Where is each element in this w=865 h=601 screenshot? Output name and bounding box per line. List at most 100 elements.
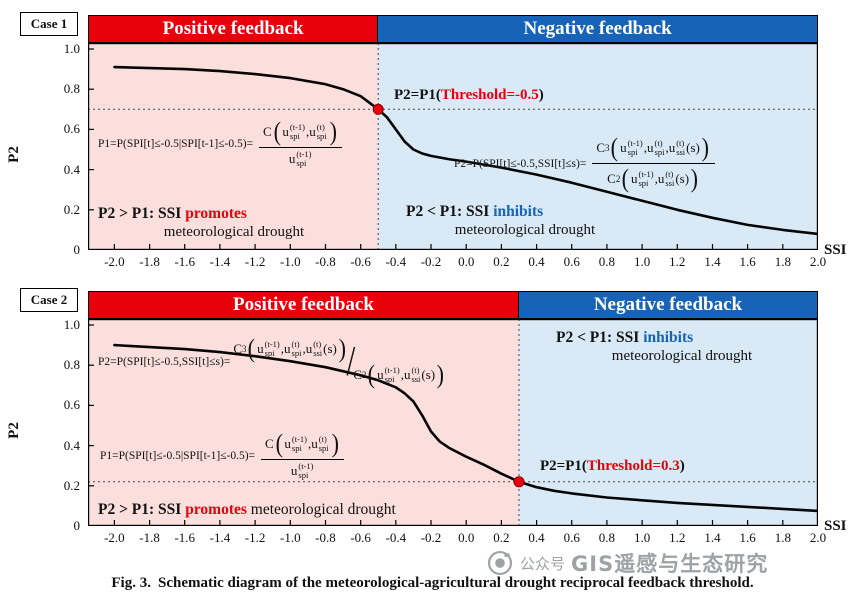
- positive-region-background: [88, 319, 519, 526]
- case-label: Case 1: [30, 16, 68, 31]
- promotes-word: promotes: [185, 205, 247, 222]
- x-tick-label: -1.2: [244, 530, 266, 545]
- x-tick-label: 1.6: [739, 530, 756, 545]
- x-tick-label: 0.2: [493, 530, 510, 545]
- negative-region-background: [378, 43, 818, 250]
- y-tick-labels: 1.0 0.8 0.6 0.4 0.2 0: [38, 12, 84, 274]
- x-tick-label: 1.2: [669, 530, 686, 545]
- positive-feedback-label: Positive feedback: [233, 294, 374, 315]
- x-tick-label: 0.6: [563, 254, 580, 269]
- negative-feedback-label: Negative feedback: [523, 18, 672, 39]
- threshold-value: Threshold=-0.5: [440, 87, 539, 103]
- x-tick-label: 0.0: [458, 254, 475, 269]
- promotes-annotation: P2 > P1: SSI promotes meteorological dro…: [98, 205, 370, 241]
- x-tick-label: 1.4: [704, 254, 721, 269]
- promotes-rest-text: meteorological drought: [246, 501, 396, 518]
- positive-region-background: [88, 43, 379, 250]
- x-tick-label: 1.4: [704, 530, 721, 545]
- y-tick-labels: 1.0 0.8 0.6 0.4 0.2 0: [38, 288, 84, 550]
- watermark-prefix: 公众号: [520, 554, 566, 573]
- promotes-lead-text: P2 > P1: SSI: [98, 205, 186, 222]
- positive-feedback-header: Positive feedback: [88, 291, 519, 319]
- x-tick-label: 1.0: [633, 254, 651, 269]
- x-tick-label: 1.8: [774, 530, 791, 545]
- x-tick-label: 1.8: [774, 254, 791, 269]
- y-tick-label: 0.8: [63, 81, 80, 97]
- case2-panel: Case 2 Positive feedback Negative feedba…: [0, 288, 865, 550]
- threshold-label-suffix: ): [538, 87, 544, 103]
- x-tick-label: -1.6: [174, 254, 196, 269]
- inhibits-word: inhibits: [643, 329, 694, 346]
- inhibits-annotation: P2 < P1: SSI inhibits meteorological dro…: [556, 329, 808, 365]
- inhibits-word: inhibits: [493, 203, 544, 220]
- case1-panel: Case 1 Positive feedback Negative feedba…: [0, 12, 865, 274]
- threshold-label-suffix: ): [679, 458, 685, 474]
- promotes-lead-text: P2 > P1: SSI: [98, 501, 186, 518]
- negative-feedback-label: Negative feedback: [593, 294, 743, 315]
- positive-feedback-header: Positive feedback: [88, 15, 379, 43]
- x-tick-label: 0.2: [493, 254, 510, 269]
- x-tick-label: 1.2: [669, 254, 686, 269]
- x-tick-label: -1.8: [139, 530, 160, 545]
- x-tick-label: -0.8: [315, 530, 336, 545]
- x-tick-label: -1.4: [209, 254, 231, 269]
- x-tick-label: -1.6: [174, 530, 196, 545]
- x-tick-label: -2.0: [104, 254, 125, 269]
- y-tick-label: 0: [73, 242, 81, 257]
- inhibits-rest-text: meteorological drought: [454, 222, 596, 238]
- watermark-name: GIS遥感与生态研究: [571, 552, 769, 576]
- y-tick-label: 1.0: [63, 317, 80, 332]
- plot-area: P2=P(SPI[t]≤-0.5,SSI[t]≤s)= C 3(u (t-1) spi,…: [88, 319, 818, 526]
- threshold-value: Threshold=0.3: [586, 458, 680, 474]
- caption-text: Schematic diagram of the meteorological-…: [157, 575, 754, 591]
- case1-label-box: Case 1: [20, 12, 78, 36]
- x-tick-label: -1.8: [139, 254, 160, 269]
- y-tick-label: 1.0: [63, 41, 80, 56]
- x-tick-label: -0.6: [350, 254, 371, 269]
- negative-region-background: [518, 319, 818, 526]
- x-axis-label: SSI: [824, 518, 847, 534]
- curve-canvas: [88, 43, 818, 250]
- x-tick-label: 0.8: [598, 254, 616, 269]
- x-tick-label: -1.0: [279, 254, 301, 269]
- watermark: 公众号 GIS遥感与生态研究: [486, 548, 768, 578]
- x-tick-label: -0.4: [385, 254, 407, 269]
- curve-canvas: [88, 319, 818, 526]
- positive-feedback-label: Positive feedback: [162, 18, 304, 39]
- promotes-word: promotes: [185, 501, 247, 518]
- y-tick-label: 0: [73, 518, 81, 533]
- y-axis-label: P2: [5, 422, 22, 439]
- threshold-point-label: P2=P1(Threshold=-0.5): [394, 87, 544, 104]
- x-tick-label: -0.2: [420, 254, 442, 269]
- x-tick-label: 0.0: [458, 530, 475, 545]
- threshold-point-label: P2=P1(Threshold=0.3): [540, 458, 685, 475]
- y-tick-label: 0.4: [63, 161, 80, 177]
- x-tick-label: 0.4: [528, 254, 545, 269]
- y-axis-label: P2: [5, 146, 22, 163]
- x-tick-label: -0.6: [350, 530, 371, 545]
- x-tick-label: -1.2: [244, 254, 266, 269]
- promotes-rest-text: meteorological drought: [163, 224, 305, 240]
- threshold-label-prefix: P2=P1(: [394, 87, 441, 103]
- inhibits-lead-text: P2 < P1: SSI: [406, 203, 494, 220]
- negative-feedback-header: Negative feedback: [377, 15, 818, 43]
- p1-conditional-probability-formula: P1=P(SPI[t]≤-0.5|SPI[t-1]≤-0.5)= C(u (t-1)…: [100, 431, 345, 480]
- plot-area: P1=P(SPI[t]≤-0.5|SPI[t-1]≤-0.5)= C(u (t-1)…: [88, 43, 818, 250]
- p2-joint-probability-formula: P2=P(SPI[t]≤-0.5,SSI[t]≤s)= C 3(u (t-1) spi,…: [454, 135, 715, 192]
- case2-label-box: Case 2: [20, 288, 78, 312]
- case-label: Case 2: [30, 292, 68, 307]
- x-tick-label: -0.2: [420, 530, 442, 545]
- x-tick-label: -0.8: [315, 254, 336, 269]
- y-tick-label: 0.8: [63, 357, 80, 373]
- y-tick-label: 0.2: [63, 477, 80, 493]
- x-tick-label: 1.0: [633, 530, 651, 545]
- x-axis-label: SSI: [824, 242, 847, 258]
- p1-conditional-probability-formula: P1=P(SPI[t]≤-0.5|SPI[t-1]≤-0.5)= C(u (t-1)…: [98, 119, 343, 168]
- inhibits-annotation: P2 < P1: SSI inhibits meteorological dro…: [406, 203, 644, 239]
- inhibits-rest-text: meteorological drought: [611, 348, 753, 364]
- x-tick-label: -0.4: [385, 530, 407, 545]
- watermark-logo-icon: [487, 550, 513, 576]
- inhibits-lead-text: P2 < P1: SSI: [556, 329, 644, 346]
- x-tick-label: -1.4: [209, 530, 231, 545]
